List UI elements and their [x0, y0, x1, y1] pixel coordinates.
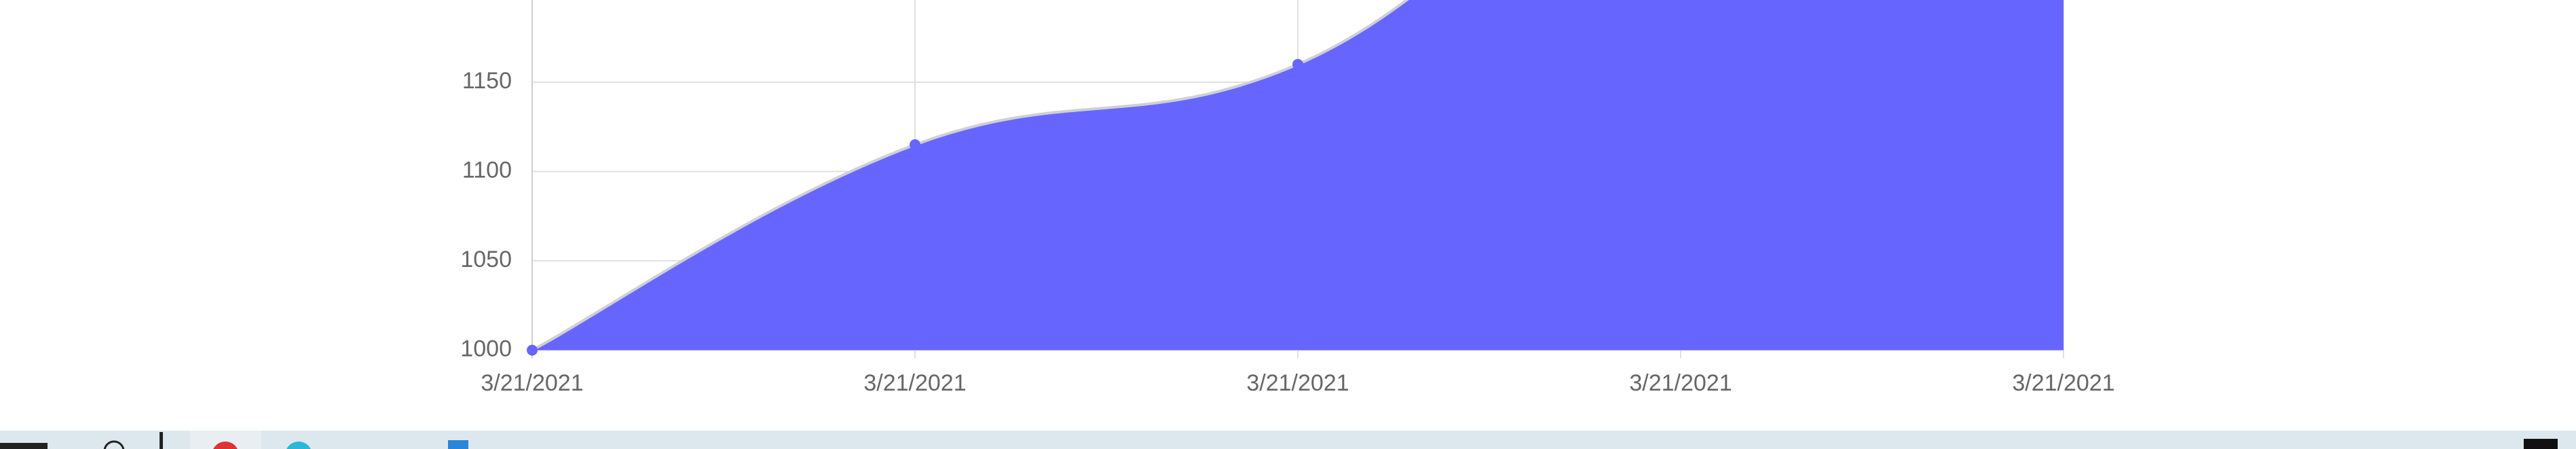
chart: 1000 1050 1100 1150 1200 3/21/2021 3/21/2021 3/… [460, 0, 2115, 396]
x-tick-label: 3/21/2021 [863, 370, 966, 396]
notification-icon[interactable] [2524, 439, 2558, 449]
task-view-icon[interactable] [160, 432, 163, 449]
taskbar [0, 431, 2576, 449]
point [910, 139, 920, 151]
area-fill [532, 0, 2064, 351]
taskbar-bg [0, 431, 2576, 449]
point [527, 344, 538, 356]
x-tick-label: 3/21/2021 [1246, 370, 1349, 396]
search-icon[interactable] [103, 440, 125, 449]
x-tick-label: 3/21/2021 [1629, 370, 1732, 396]
y-tick-label: 1100 [462, 157, 512, 183]
app-icon[interactable] [285, 442, 312, 449]
point [1292, 58, 1303, 70]
y-tick-label: 1050 [460, 247, 512, 272]
y-tick-label: 1000 [460, 336, 512, 361]
x-tick-label: 3/21/2021 [481, 370, 583, 396]
y-tick-label: 1150 [462, 68, 512, 94]
start-button[interactable] [0, 443, 48, 449]
browser-icon[interactable] [212, 442, 239, 449]
app-icon[interactable] [448, 440, 468, 449]
y-tick-label: 1200 [460, 0, 512, 4]
x-tick-label: 3/21/2021 [2012, 370, 2114, 396]
